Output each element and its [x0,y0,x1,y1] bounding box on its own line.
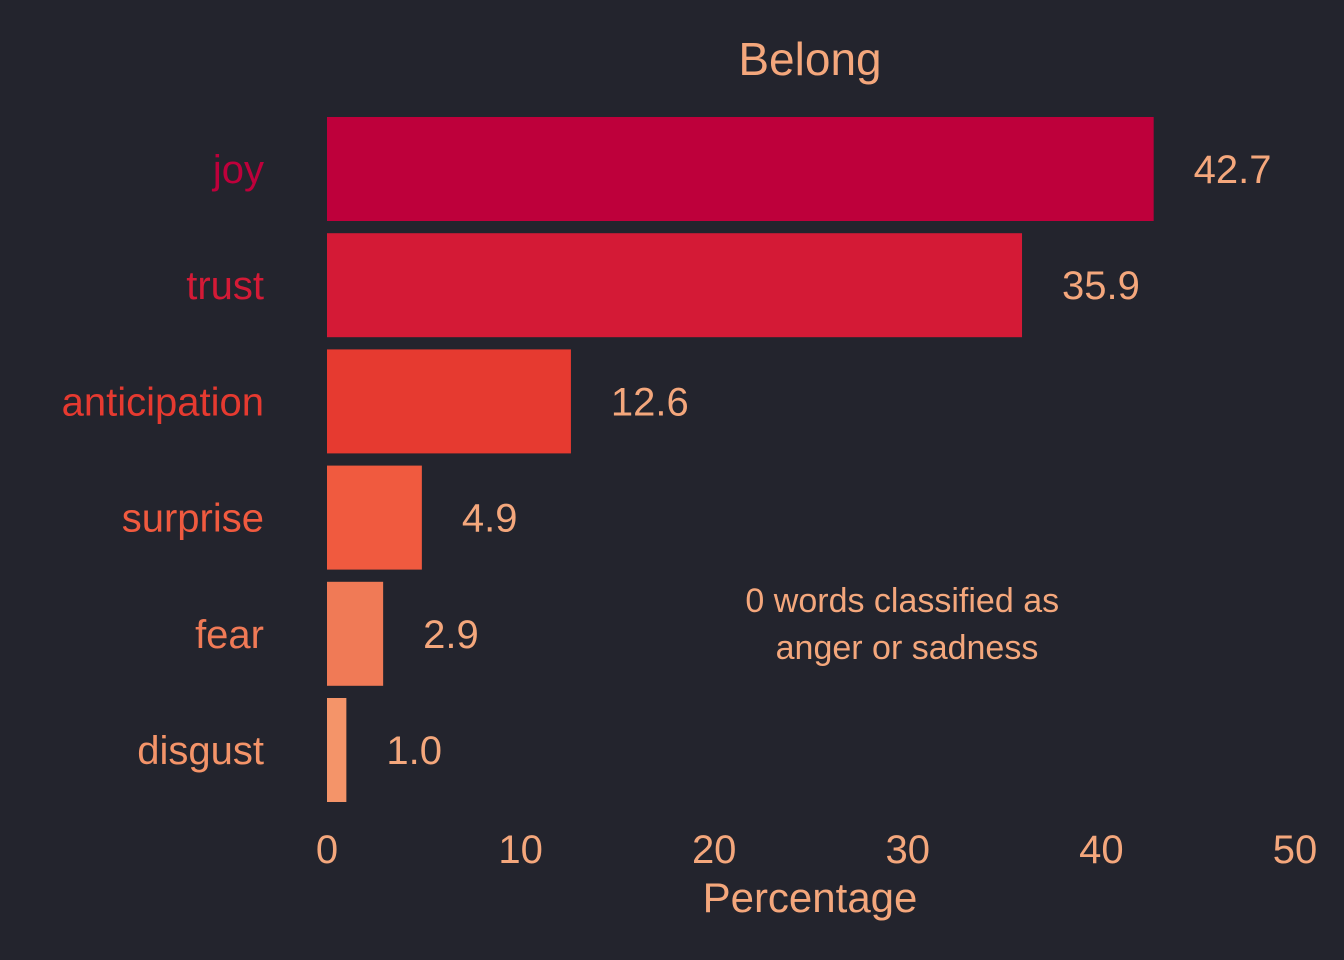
bar-anticipation [327,349,571,454]
x-tick-label-10: 10 [498,828,543,872]
value-label-disgust: 1.0 [386,729,442,773]
bar-trust [327,233,1023,338]
category-labels-group: joy trust anticipation surprise fear disgust [62,148,264,773]
annotation-line-1: 0 words classified as [745,582,1059,620]
bar-disgust [327,698,347,802]
x-tick-label-20: 20 [692,828,737,872]
annotation-text: 0 words classified as anger or sadness [745,582,1068,667]
x-axis-ticks-group: 0 10 20 30 40 50 [316,828,1317,872]
category-label-disgust: disgust [137,729,264,773]
bar-fear [327,581,384,686]
value-label-anticipation: 12.6 [611,380,689,424]
category-label-surprise: surprise [122,497,264,541]
bar-surprise [327,465,422,570]
x-axis-label: Percentage [703,874,918,921]
value-label-trust: 35.9 [1062,264,1140,308]
x-tick-label-30: 30 [886,828,931,872]
category-label-trust: trust [186,264,264,308]
x-tick-label-0: 0 [316,828,338,872]
x-tick-label-50: 50 [1273,828,1318,872]
value-labels-group: 42.7 35.9 12.6 4.9 2.9 1.0 [386,148,1271,773]
annotation-line-2: anger or sadness [776,629,1039,667]
category-label-fear: fear [195,613,264,657]
bars-group [327,117,1154,802]
value-label-surprise: 4.9 [462,497,518,541]
category-label-anticipation: anticipation [62,380,264,424]
x-tick-label-40: 40 [1079,828,1124,872]
bar-joy [327,117,1154,221]
value-label-joy: 42.7 [1194,148,1272,192]
value-label-fear: 2.9 [423,613,479,657]
category-label-joy: joy [212,148,264,192]
chart-title: Belong [738,33,881,85]
